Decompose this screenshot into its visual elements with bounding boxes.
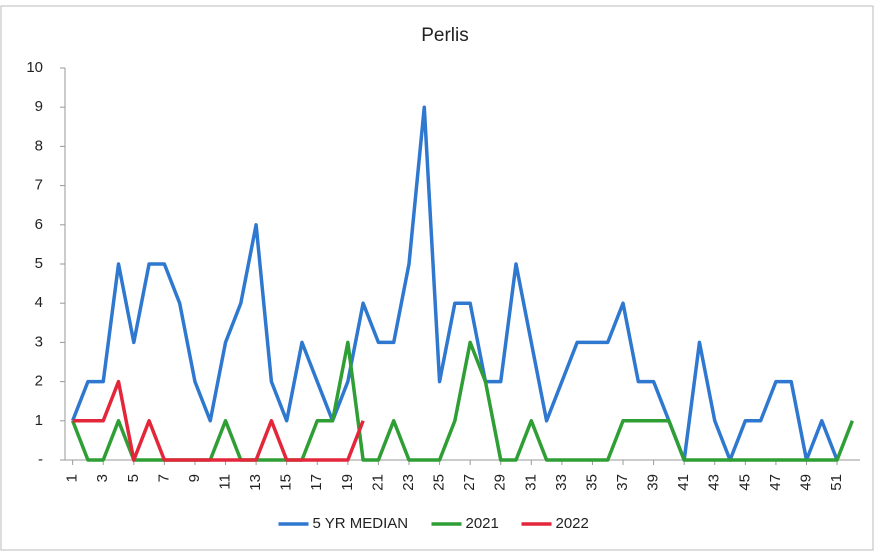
series-line: [72, 379, 365, 462]
y-tick-label: 9: [35, 98, 43, 115]
x-tick-label: 21: [369, 474, 386, 491]
x-tick-label: 7: [155, 474, 172, 482]
x-tick-label: 25: [431, 474, 448, 491]
chart-frame: [0, 5, 874, 551]
x-tick-label: 43: [706, 474, 723, 491]
x-tick-label: 49: [797, 474, 814, 491]
x-tick-label: 1: [64, 474, 81, 482]
x-tick-label: 39: [645, 474, 662, 491]
legend-label: 2022: [556, 515, 589, 532]
x-tick-label: 5: [125, 474, 142, 482]
x-tick-label: 41: [675, 474, 692, 491]
series-line: [71, 105, 839, 462]
x-tick-label: 45: [736, 474, 753, 491]
y-tick-label: 3: [35, 333, 43, 350]
x-tick-label: 37: [614, 474, 631, 491]
x-tick-label: 15: [278, 474, 295, 491]
y-tick-label: 10: [26, 59, 43, 76]
y-tick-label: 1: [35, 412, 43, 429]
x-tick-label: 19: [339, 474, 356, 491]
legend-label: 2021: [466, 515, 499, 532]
y-tick-label: 7: [35, 177, 43, 194]
x-tick-label: 13: [247, 474, 264, 491]
y-tick-label: -: [38, 451, 43, 468]
x-tick-label: 27: [461, 474, 478, 491]
y-tick-label: 2: [35, 373, 43, 390]
x-tick-label: 33: [553, 474, 570, 491]
x-tick-label: 23: [400, 474, 417, 491]
legend-label: 5 YR MEDIAN: [313, 515, 409, 532]
x-tick-label: 35: [583, 474, 600, 491]
x-tick-label: 11: [216, 474, 233, 490]
y-tick-label: 5: [35, 255, 43, 272]
x-tick-label: 47: [767, 474, 784, 491]
x-tick-label: 31: [522, 474, 539, 491]
y-tick-label: 4: [35, 294, 43, 311]
x-tick-label: 17: [308, 474, 325, 491]
chart-title: Perlis: [421, 25, 469, 46]
x-tick-label: 3: [94, 474, 111, 482]
x-tick-label: 9: [186, 474, 203, 482]
y-tick-label: 8: [35, 137, 43, 154]
x-tick-label: 51: [828, 474, 845, 491]
y-tick-label: 6: [35, 216, 43, 233]
x-tick-label: 29: [492, 474, 509, 491]
